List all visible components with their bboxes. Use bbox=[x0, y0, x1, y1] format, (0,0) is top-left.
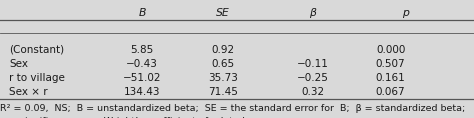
Text: p = significance;  r = Wright’s coefficient of relatedness: p = significance; r = Wright’s coefficie… bbox=[0, 117, 267, 118]
Text: −0.11: −0.11 bbox=[297, 59, 329, 69]
Text: R² = 0.09,  NS;  B = unstandardized beta;  SE = the standard error for  B;  β = : R² = 0.09, NS; B = unstandardized beta; … bbox=[0, 104, 465, 113]
Text: 0.000: 0.000 bbox=[376, 45, 405, 55]
Text: 0.507: 0.507 bbox=[375, 59, 405, 69]
Text: −51.02: −51.02 bbox=[123, 73, 162, 83]
Text: −0.43: −0.43 bbox=[126, 59, 158, 69]
Text: p: p bbox=[402, 8, 409, 18]
Text: β: β bbox=[310, 8, 316, 18]
Text: 134.43: 134.43 bbox=[124, 87, 161, 97]
Text: SE: SE bbox=[216, 8, 230, 18]
Text: 0.067: 0.067 bbox=[375, 87, 405, 97]
Text: 0.161: 0.161 bbox=[375, 73, 405, 83]
Text: 0.32: 0.32 bbox=[301, 87, 324, 97]
Text: r to village: r to village bbox=[9, 73, 65, 83]
Text: 5.85: 5.85 bbox=[130, 45, 154, 55]
Text: (Constant): (Constant) bbox=[9, 45, 64, 55]
Text: 35.73: 35.73 bbox=[208, 73, 238, 83]
Text: −0.25: −0.25 bbox=[297, 73, 329, 83]
Text: Sex × r: Sex × r bbox=[9, 87, 48, 97]
Text: 0.92: 0.92 bbox=[211, 45, 234, 55]
Text: Sex: Sex bbox=[9, 59, 28, 69]
Text: 0.65: 0.65 bbox=[211, 59, 234, 69]
Text: B: B bbox=[138, 8, 146, 18]
Text: 71.45: 71.45 bbox=[208, 87, 238, 97]
